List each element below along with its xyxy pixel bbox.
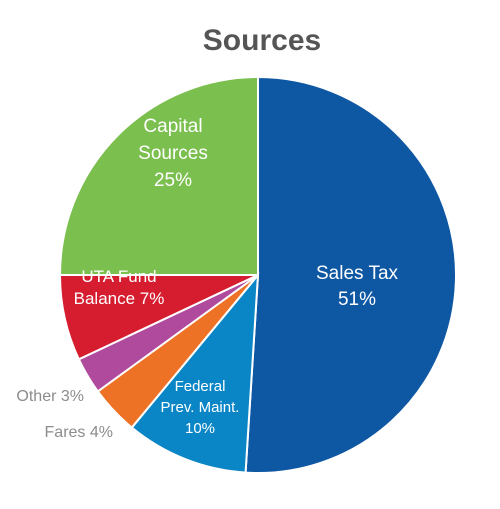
pie-slice-5: [58, 75, 259, 276]
pie-label-0-line-0: Sales Tax: [316, 263, 399, 284]
pie-label-1-line-2: 10%: [185, 420, 215, 437]
pie-label-0: Sales Tax 51%: [316, 263, 399, 310]
pie-label-2-line-0: Fares 4%: [45, 424, 113, 441]
pie-label-5-line-2: 25%: [154, 170, 192, 191]
pie-label-5-line-0: Capital: [143, 116, 202, 137]
pie-label-4-line-0: UTA Fund: [81, 267, 156, 286]
pie-slices: [58, 75, 458, 474]
pie-label-5: Capital Sources 25%: [138, 116, 208, 191]
pie-label-5-line-1: Sources: [138, 143, 208, 164]
pie-label-1-line-1: Prev. Maint.: [161, 399, 240, 416]
chart-title: Sources: [203, 24, 321, 57]
pie-slice-1: [130, 271, 260, 474]
pie-label-3-line-0: Other 3%: [16, 388, 84, 405]
pie-label-4-line-1: Balance 7%: [74, 289, 165, 308]
pie-label-1-line-0: Federal: [175, 378, 226, 395]
pie-label-4: UTA Fund Balance 7%: [74, 267, 165, 308]
pie-slice-0: [244, 75, 458, 474]
pie-label-0-line-1: 51%: [338, 289, 376, 310]
pie-labels: Sales Tax 51% Federal Prev. Maint. 10% Fares …: [16, 116, 398, 441]
pie-label-2: Fares 4%: [45, 424, 113, 441]
pie-label-1: Federal Prev. Maint. 10%: [161, 378, 240, 437]
pie-label-3: Other 3%: [16, 388, 84, 405]
